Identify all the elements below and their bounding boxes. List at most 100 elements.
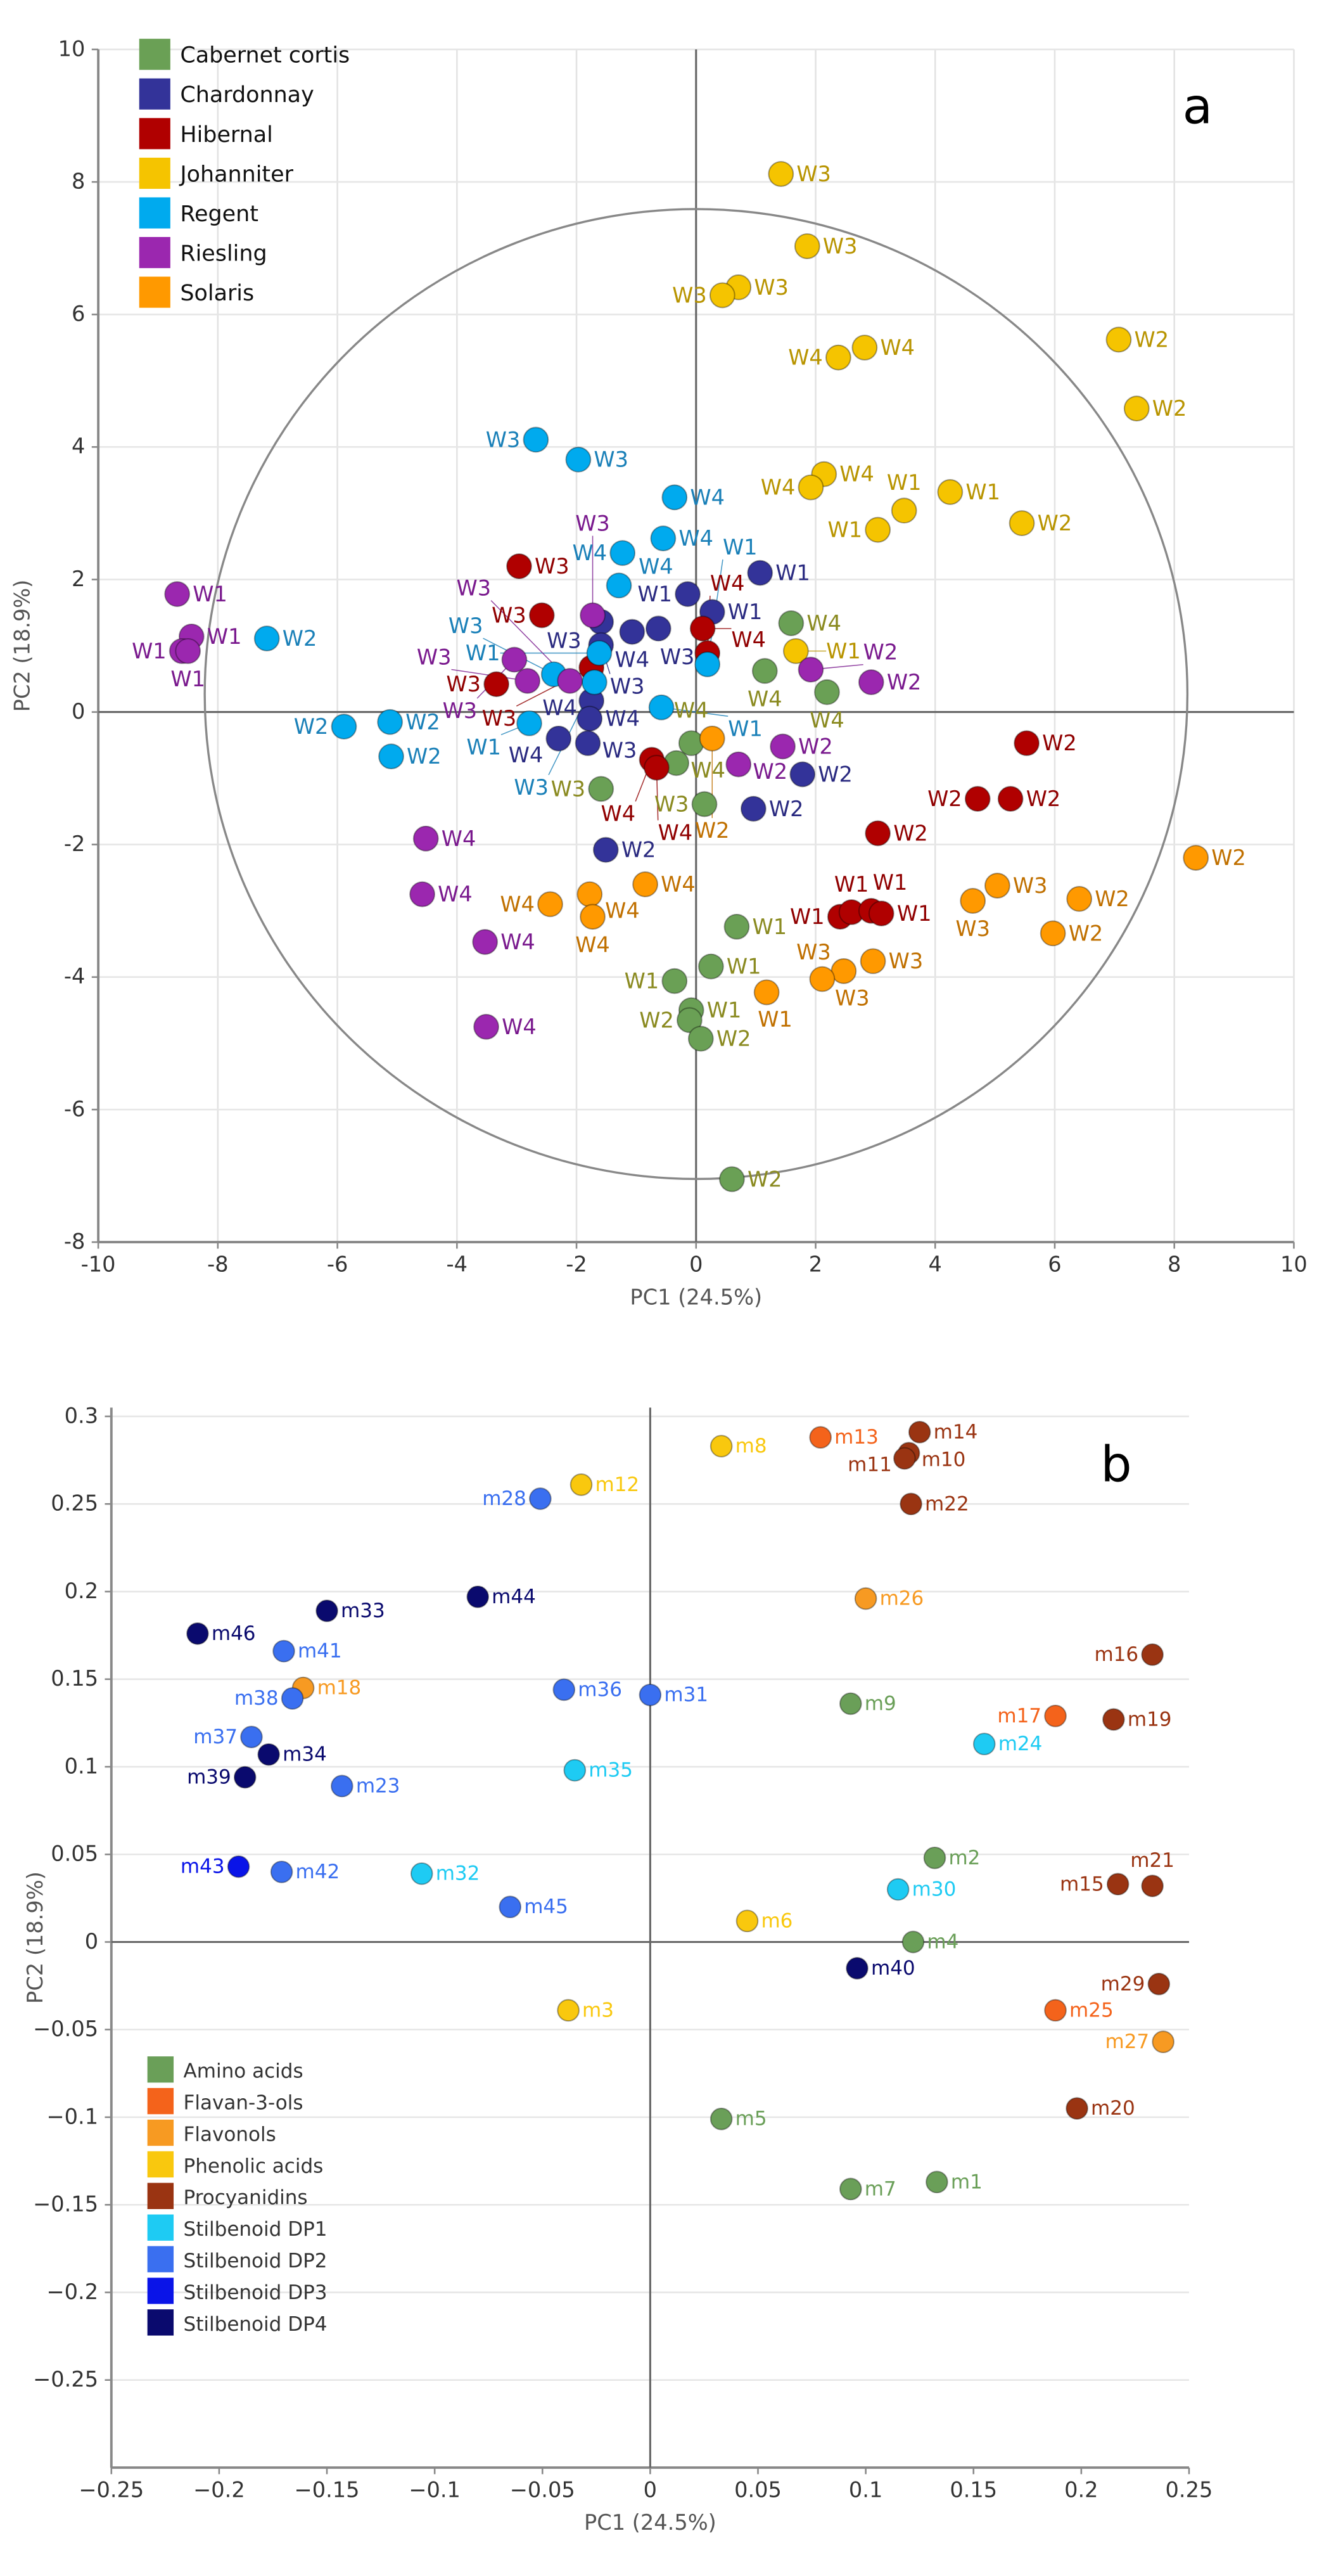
y-tick-label: -4	[64, 964, 86, 989]
data-point	[1066, 2097, 1088, 2120]
data-point	[1044, 1999, 1067, 2022]
x-tick-label: 4	[929, 1252, 942, 1277]
label-leader-line	[656, 779, 659, 821]
data-label: W1	[707, 998, 742, 1023]
data-label: W2	[1095, 887, 1130, 911]
data-point	[814, 679, 840, 705]
data-label: W4	[438, 882, 473, 907]
data-label: W3	[482, 706, 517, 731]
data-label: m35	[589, 1759, 633, 1782]
data-label: m33	[341, 1599, 385, 1622]
x-tick-label: −0.2	[193, 2478, 245, 2502]
data-label: W2	[748, 1167, 782, 1191]
data-label: W3	[446, 672, 481, 696]
x-tick-label: 0.1	[849, 2478, 882, 2502]
legend-label: Amino acids	[184, 2060, 303, 2083]
legend-label: Chardonnay	[180, 82, 314, 108]
data-label: W3	[575, 511, 610, 536]
data-point	[709, 282, 735, 309]
data-point	[865, 516, 891, 543]
data-label: W2	[1038, 511, 1072, 535]
data-label: W2	[1026, 786, 1061, 811]
data-label: W3	[796, 940, 831, 964]
legend-label: Flavan-3-ols	[184, 2092, 303, 2115]
data-label: W2	[753, 759, 788, 784]
data-point	[557, 668, 583, 694]
data-label: m38	[234, 1687, 279, 1710]
data-label: W2	[863, 640, 898, 665]
series-regent	[253, 426, 721, 770]
data-label: W3	[594, 447, 628, 472]
data-label: W1	[790, 904, 825, 929]
data-label: W3	[551, 776, 586, 801]
data-label: W3	[1013, 873, 1048, 898]
data-label: m41	[298, 1640, 342, 1663]
legend-swatch	[139, 39, 170, 70]
data-point	[499, 1895, 522, 1919]
data-point	[794, 233, 820, 259]
data-label: W4	[880, 335, 915, 360]
data-point	[175, 638, 201, 664]
data-label: m24	[998, 1733, 1043, 1755]
legend-label: Cabernet cortis	[180, 43, 350, 68]
data-point	[908, 1421, 931, 1444]
legend-label: Johanniter	[179, 162, 293, 187]
data-label: W4	[710, 571, 745, 596]
data-label: W4	[615, 648, 650, 672]
data-label: W2	[639, 1008, 674, 1032]
data-point	[501, 646, 528, 673]
data-point	[825, 344, 851, 371]
data-point	[691, 791, 718, 817]
data-label: W1	[965, 480, 1000, 504]
data-point	[972, 1733, 996, 1755]
data-label: W1	[466, 641, 500, 665]
data-label: m45	[524, 1895, 568, 1918]
data-label: W4	[761, 475, 796, 500]
data-point	[609, 540, 636, 567]
data-point	[580, 602, 606, 629]
data-point	[893, 1447, 916, 1470]
data-label: m17	[997, 1705, 1041, 1727]
data-point	[839, 1692, 862, 1715]
data-label: m20	[1091, 2097, 1135, 2120]
data-point	[960, 888, 986, 914]
data-point	[689, 615, 716, 642]
data-point	[514, 668, 541, 694]
data-label: m6	[761, 1909, 792, 1932]
legend: Amino acids Flavan-3-ols Flavonols Phenolic…	[147, 2056, 328, 2336]
data-label: W1	[826, 639, 861, 663]
data-label: m39	[187, 1766, 231, 1789]
data-label: W3	[754, 275, 789, 300]
series-cabernet-cortis	[588, 610, 840, 1193]
x-tick-label: -4	[447, 1252, 468, 1277]
data-point	[1123, 395, 1150, 422]
data-point	[639, 1683, 662, 1707]
series-procyanidins	[893, 1421, 1171, 2120]
data-label: m8	[735, 1435, 767, 1458]
data-point	[473, 1013, 499, 1040]
data-point	[1009, 510, 1035, 537]
data-point	[1040, 920, 1066, 947]
data-point	[270, 1861, 293, 1883]
series-riesling	[164, 581, 884, 1040]
legend-swatch	[147, 2119, 174, 2146]
data-label: W4	[601, 802, 636, 826]
legend-swatch	[139, 78, 170, 110]
data-label: W4	[678, 526, 713, 551]
data-label: W4	[605, 707, 640, 731]
data-label: W2	[283, 626, 317, 651]
data-label: W1	[897, 901, 932, 926]
data-point	[650, 525, 677, 552]
data-point	[901, 1930, 925, 1954]
legend-swatch	[139, 157, 170, 189]
data-point	[1141, 1874, 1164, 1897]
legend-label: Phenolic acids	[184, 2155, 324, 2177]
data-label: W1	[753, 914, 787, 939]
legend-label: Hibernal	[180, 122, 272, 148]
data-label: W1	[723, 535, 758, 560]
label-leader-line	[823, 663, 863, 669]
series-stilbenoid-dp2	[240, 1487, 662, 1919]
data-label: W1	[827, 518, 862, 542]
data-label: W4	[806, 611, 841, 636]
